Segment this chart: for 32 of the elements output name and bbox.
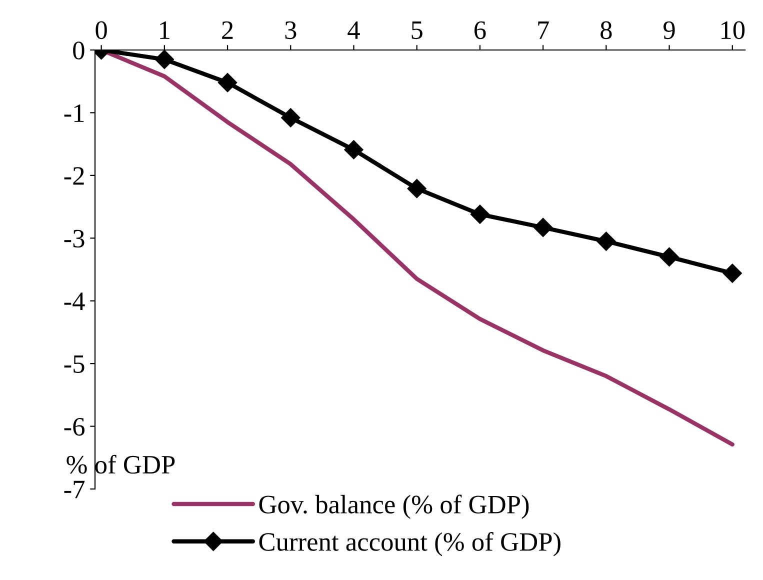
- legend-label: Gov. balance (% of GDP): [259, 494, 529, 519]
- x-tick-label: 6: [474, 21, 486, 40]
- point: [596, 232, 616, 251]
- x-tick-label: 7: [538, 22, 549, 39]
- x-tick-label: 1: [160, 21, 170, 39]
- y-tick-label: -5: [64, 355, 84, 373]
- y-tick-label: -7: [64, 480, 85, 498]
- x-tick-label: 9: [664, 21, 675, 40]
- y-axis-title: % of GDP: [66, 454, 175, 474]
- point: [281, 108, 300, 128]
- point: [407, 179, 426, 198]
- y-tick-label: -3: [64, 230, 84, 248]
- point: [470, 204, 490, 224]
- x-tick-label: 3: [285, 21, 296, 40]
- x-tick-label: 8: [600, 21, 612, 40]
- point: [660, 247, 679, 266]
- y-tick-label: 0: [73, 42, 84, 60]
- x-tick-label: 0: [96, 21, 107, 40]
- x-tick-label: 5: [412, 22, 422, 40]
- point: [344, 140, 364, 160]
- y-tick-label: -2: [64, 167, 84, 185]
- point: [218, 73, 238, 92]
- point: [534, 218, 553, 238]
- point: [722, 264, 742, 283]
- point: [154, 50, 174, 69]
- x-tick-label: 2: [222, 21, 233, 39]
- x-tick-label: 10: [722, 21, 745, 40]
- y-tick-label: -6: [64, 418, 84, 436]
- legend-label: Current account (% of GDP): [259, 532, 560, 556]
- y-tick-label: -4: [64, 292, 85, 310]
- y-tick-label: -1: [64, 104, 84, 122]
- x-tick-label: 4: [348, 21, 360, 39]
